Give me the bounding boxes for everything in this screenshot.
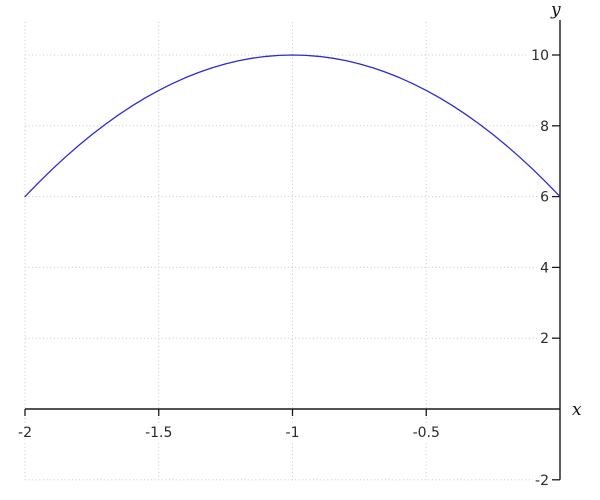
y-tick-label-backing [538, 188, 552, 207]
x-tick-label: -1 [286, 425, 300, 441]
y-tick-label-backing [538, 330, 551, 349]
x-tick-label-backing [283, 424, 302, 442]
gridlines [24, 22, 551, 481]
x-tick-label: -1.5 [145, 425, 172, 441]
y-axis-label: y [550, 0, 561, 20]
x-tick-label-backing [410, 424, 442, 442]
function-curve [24, 54, 561, 198]
y-tick-label: 6 [540, 190, 549, 206]
x-tick-label: -0.5 [413, 425, 440, 441]
y-tick-label-backing [529, 47, 551, 65]
y-tick-label: 8 [540, 119, 549, 135]
x-tick-label-backing [143, 424, 175, 442]
axes [24, 20, 561, 481]
tick-labels: -2 -1.5 -1 -0.5 10 8 6 4 2 -2 [16, 47, 552, 490]
y-tick-label-backing [533, 471, 551, 490]
y-tick-label-backing [538, 259, 552, 278]
y-tick-label: 4 [540, 260, 549, 276]
y-tick-label: 2 [540, 331, 549, 347]
y-tick-label-backing [538, 117, 551, 136]
x-axis-label: x [572, 400, 582, 420]
y-tick-label: -2 [535, 473, 549, 489]
y-tick-label: 10 [531, 48, 549, 64]
x-tick-label-backing [16, 424, 34, 442]
parabola-curve [24, 54, 561, 198]
x-tick-label: -2 [18, 425, 32, 441]
